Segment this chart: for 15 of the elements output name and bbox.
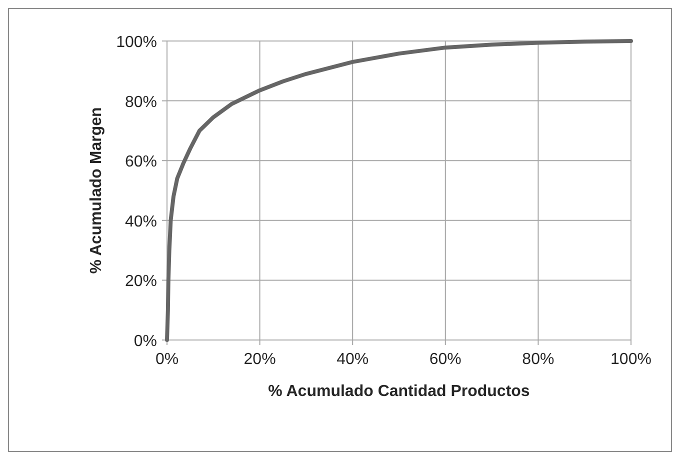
y-tick-label: 40% bbox=[124, 213, 157, 230]
x-tick-label: 60% bbox=[429, 351, 462, 368]
x-tick-label: 20% bbox=[244, 351, 276, 368]
x-tick-label: 100% bbox=[610, 351, 652, 368]
x-axis-title: % Acumulado Cantidad Productos bbox=[268, 383, 530, 400]
y-tick-label: 100% bbox=[116, 34, 157, 51]
y-axis-title: % Acumulado Margen bbox=[88, 107, 105, 274]
y-tick-label: 0% bbox=[134, 333, 157, 350]
y-tick-label: 60% bbox=[124, 154, 157, 171]
y-tick-label: 20% bbox=[124, 273, 157, 290]
x-tick-label: 80% bbox=[522, 351, 554, 368]
x-tick-label: 0% bbox=[155, 351, 179, 368]
line-series bbox=[165, 39, 633, 342]
x-tick-label: 40% bbox=[336, 351, 369, 368]
y-tick-label: 80% bbox=[124, 94, 157, 111]
